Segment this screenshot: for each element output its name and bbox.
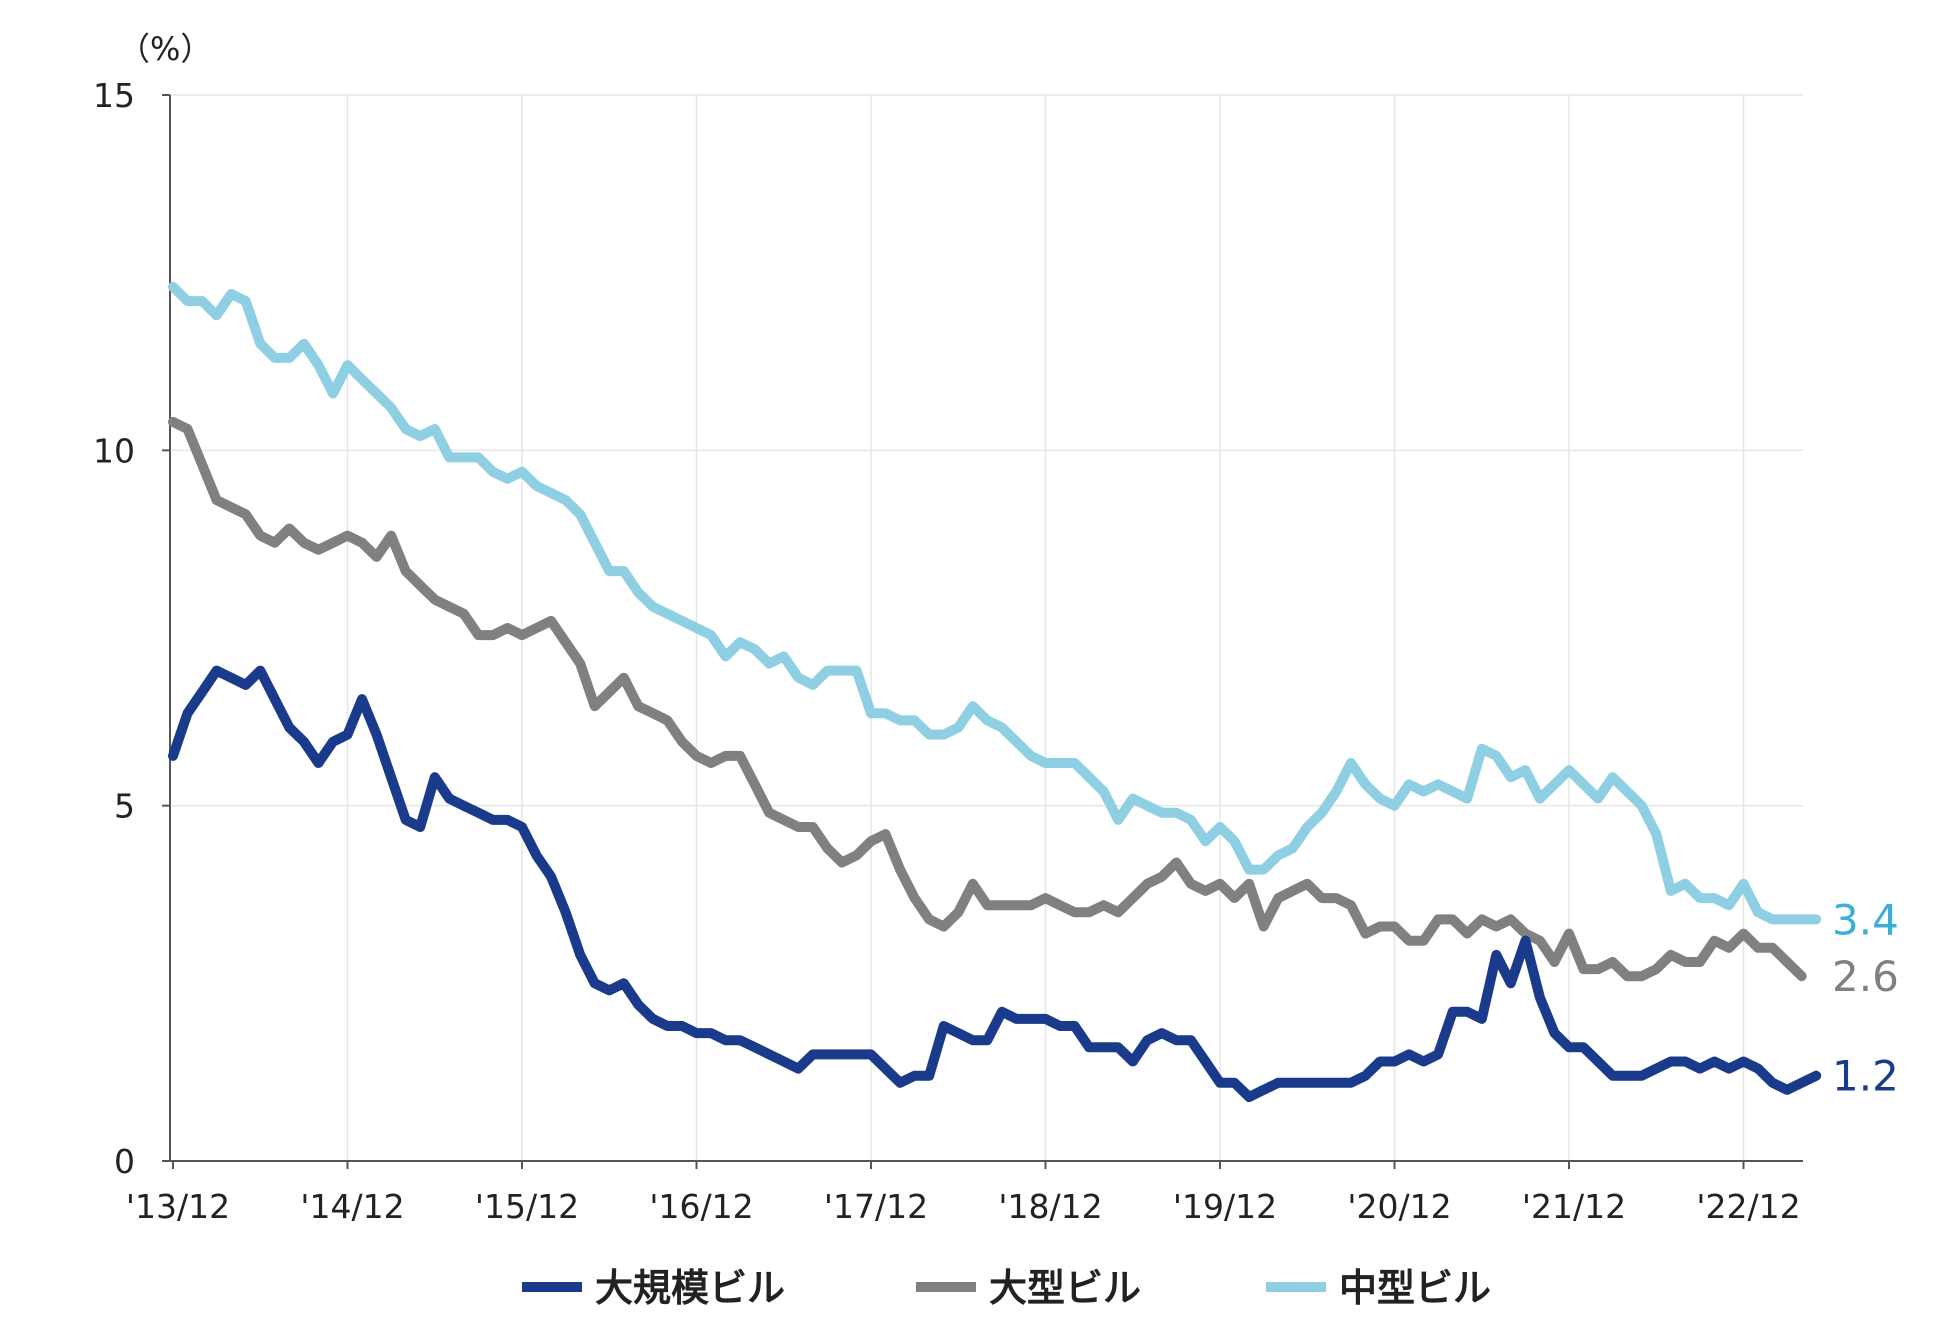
series-end-label: 1.2 — [1832, 1052, 1899, 1101]
y-tick-label: 0 — [114, 1142, 135, 1181]
series-end-label: 2.6 — [1832, 952, 1899, 1001]
series-end-label: 3.4 — [1832, 895, 1899, 944]
x-tick-label: '22/12 — [1696, 1187, 1800, 1226]
gridlines — [170, 94, 1803, 1161]
x-tick-label: '20/12 — [1347, 1187, 1451, 1226]
x-tick-label: '19/12 — [1173, 1187, 1277, 1226]
series-line-1 — [168, 416, 1807, 982]
x-tick-label: '16/12 — [649, 1187, 753, 1226]
legend-label: 中型ビル — [1339, 1266, 1491, 1310]
x-tick-label: '14/12 — [300, 1187, 404, 1226]
series-line-0 — [168, 665, 1822, 1102]
x-tick-label: '17/12 — [824, 1187, 928, 1226]
x-tick-label: '21/12 — [1522, 1187, 1626, 1226]
series-end-labels: 1.2 2.6 3.4 — [1832, 895, 1899, 1100]
x-tick-label: '13/12 — [126, 1187, 230, 1226]
x-axis-tick-labels: '13/12 '14/12 '15/12 '16/12 '17/12 '18/12 '19/… — [126, 1187, 1801, 1226]
x-tick-label: '18/12 — [998, 1187, 1102, 1226]
y-axis-tick-labels: 0 5 10 15 — [93, 76, 135, 1181]
y-tick-label: 10 — [93, 431, 135, 470]
legend: 大規模ビル 大型ビル 中型ビル — [522, 1266, 1491, 1310]
series-line-2 — [168, 281, 1822, 925]
y-tick-label: 5 — [114, 787, 135, 826]
y-tick-label: 15 — [93, 76, 135, 115]
series-lines — [168, 281, 1822, 1102]
y-axis-unit-label: （%） — [118, 30, 212, 68]
axes — [162, 94, 1803, 1169]
legend-label: 大規模ビル — [595, 1266, 785, 1310]
legend-label: 大型ビル — [989, 1266, 1141, 1310]
x-tick-label: '15/12 — [475, 1187, 579, 1226]
